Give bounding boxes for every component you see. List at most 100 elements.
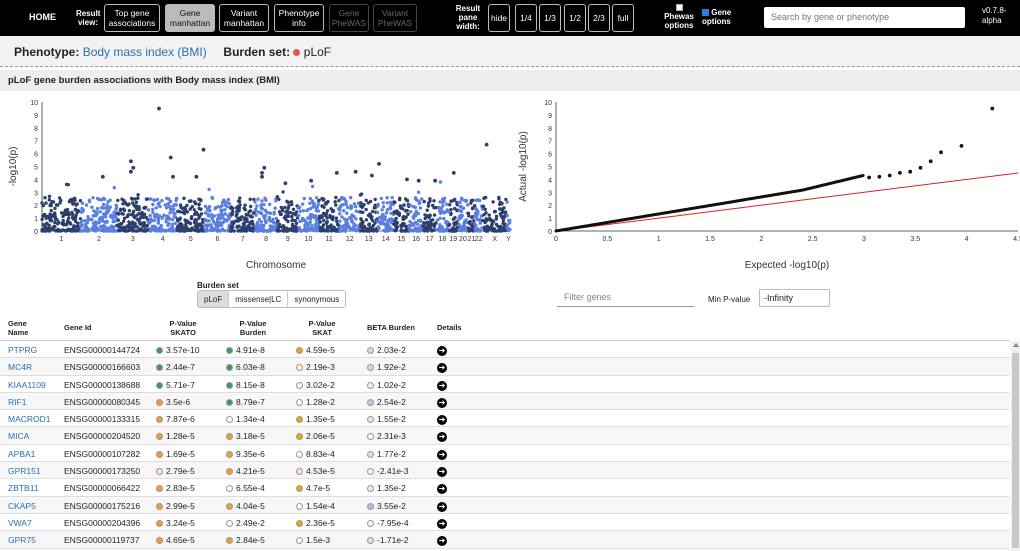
- manhattan-point[interactable]: [329, 207, 333, 211]
- manhattan-point[interactable]: [354, 205, 358, 209]
- manhattan-point[interactable]: [103, 220, 107, 224]
- min-p-value-input[interactable]: -Infinity: [759, 289, 830, 307]
- manhattan-point[interactable]: [62, 223, 66, 227]
- details-button[interactable]: ➜: [437, 431, 447, 443]
- manhattan-point[interactable]: [373, 221, 377, 225]
- manhattan-point[interactable]: [253, 200, 257, 204]
- manhattan-point[interactable]: [309, 212, 313, 217]
- manhattan-point[interactable]: [156, 202, 160, 206]
- manhattan-point[interactable]: [215, 224, 219, 228]
- gene-name-link[interactable]: MACROD1: [8, 414, 51, 425]
- manhattan-point[interactable]: [361, 229, 366, 233]
- manhattan-point[interactable]: [136, 193, 140, 197]
- manhattan-point[interactable]: [442, 216, 446, 221]
- manhattan-point[interactable]: [127, 209, 132, 213]
- manhattan-point[interactable]: [232, 229, 236, 233]
- manhattan-point[interactable]: [248, 209, 253, 213]
- manhattan-point[interactable]: [273, 225, 278, 230]
- manhattan-point[interactable]: [83, 228, 87, 232]
- manhattan-point[interactable]: [274, 216, 279, 221]
- manhattan-point[interactable]: [373, 205, 377, 210]
- manhattan-point[interactable]: [178, 229, 182, 233]
- manhattan-point[interactable]: [71, 202, 75, 206]
- manhattan-point[interactable]: [185, 210, 190, 214]
- manhattan-point[interactable]: [418, 218, 422, 222]
- manhattan-point[interactable]: [364, 207, 368, 212]
- manhattan-point[interactable]: [189, 199, 193, 203]
- details-arrow-icon[interactable]: ➜: [437, 501, 447, 512]
- manhattan-point[interactable]: [143, 223, 147, 227]
- manhattan-point[interactable]: [64, 223, 69, 227]
- manhattan-point[interactable]: [192, 208, 196, 212]
- manhattan-point[interactable]: [69, 197, 74, 202]
- manhattan-point[interactable]: [146, 220, 151, 224]
- manhattan-point[interactable]: [501, 218, 506, 223]
- manhattan-point[interactable]: [67, 212, 71, 216]
- manhattan-point[interactable]: [488, 217, 493, 222]
- manhattan-point[interactable]: [163, 203, 167, 207]
- manhattan-point[interactable]: [55, 203, 60, 207]
- manhattan-point[interactable]: [402, 203, 406, 207]
- manhattan-point[interactable]: [241, 222, 245, 226]
- manhattan-point[interactable]: [447, 222, 452, 227]
- manhattan-point[interactable]: [223, 200, 227, 204]
- manhattan-point[interactable]: [44, 201, 48, 205]
- header-beta-burden[interactable]: BETA Burden: [367, 323, 415, 332]
- manhattan-point[interactable]: [219, 208, 223, 213]
- manhattan-point[interactable]: [359, 201, 363, 205]
- view-variant-manhattan-button[interactable]: Variant manhattan: [219, 4, 269, 32]
- details-arrow-icon[interactable]: ➜: [437, 346, 447, 356]
- manhattan-point[interactable]: [93, 228, 97, 233]
- manhattan-point[interactable]: [193, 201, 198, 206]
- manhattan-peak-point[interactable]: [157, 106, 161, 111]
- manhattan-point[interactable]: [234, 214, 238, 218]
- view-gene-manhattan-button[interactable]: Gene manhattan: [165, 4, 215, 32]
- manhattan-point[interactable]: [132, 215, 137, 220]
- manhattan-point[interactable]: [263, 214, 268, 218]
- manhattan-point[interactable]: [44, 216, 48, 221]
- manhattan-point[interactable]: [148, 213, 152, 218]
- table-row[interactable]: VWA7 ENSG00000204396 3.24e-5 2.49e-2 2.36e-5…: [0, 514, 1010, 532]
- manhattan-point[interactable]: [203, 211, 208, 215]
- manhattan-point[interactable]: [83, 219, 87, 223]
- manhattan-point[interactable]: [476, 198, 480, 202]
- manhattan-point[interactable]: [422, 222, 426, 226]
- manhattan-point[interactable]: [453, 216, 457, 220]
- manhattan-point[interactable]: [197, 216, 201, 220]
- manhattan-point[interactable]: [61, 218, 65, 223]
- manhattan-point[interactable]: [183, 229, 187, 233]
- manhattan-point[interactable]: [344, 220, 348, 225]
- manhattan-point[interactable]: [185, 203, 189, 208]
- manhattan-point[interactable]: [226, 197, 231, 202]
- manhattan-point[interactable]: [120, 228, 125, 232]
- manhattan-point[interactable]: [108, 198, 112, 202]
- manhattan-point[interactable]: [300, 216, 305, 221]
- manhattan-point[interactable]: [159, 224, 163, 229]
- view-phenotype-info-button[interactable]: Phenotype info: [274, 4, 324, 32]
- manhattan-point[interactable]: [382, 228, 386, 233]
- manhattan-point[interactable]: [480, 226, 484, 230]
- manhattan-point[interactable]: [218, 216, 222, 221]
- manhattan-point[interactable]: [167, 227, 171, 232]
- manhattan-point[interactable]: [505, 200, 509, 204]
- manhattan-point[interactable]: [310, 223, 314, 228]
- manhattan-point[interactable]: [218, 205, 223, 209]
- view-variant-phewas-button[interactable]: Variant PheWAS: [373, 4, 417, 32]
- manhattan-point[interactable]: [340, 229, 344, 233]
- manhattan-point[interactable]: [432, 199, 436, 203]
- gene-name-link[interactable]: CKAP5: [8, 500, 36, 511]
- manhattan-point[interactable]: [80, 223, 84, 227]
- gene-name-link[interactable]: GPR75: [8, 535, 36, 546]
- manhattan-point[interactable]: [203, 223, 207, 227]
- manhattan-point[interactable]: [466, 211, 471, 216]
- gene-name-link[interactable]: MC4R: [8, 362, 33, 373]
- manhattan-point[interactable]: [268, 224, 272, 228]
- manhattan-point[interactable]: [167, 201, 171, 206]
- manhattan-point[interactable]: [507, 218, 511, 223]
- manhattan-point[interactable]: [506, 228, 511, 233]
- manhattan-point[interactable]: [387, 228, 392, 232]
- manhattan-point[interactable]: [349, 195, 353, 200]
- manhattan-point[interactable]: [111, 229, 115, 233]
- manhattan-point[interactable]: [491, 219, 495, 223]
- manhattan-point[interactable]: [51, 213, 55, 217]
